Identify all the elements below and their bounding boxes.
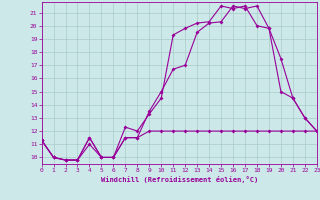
X-axis label: Windchill (Refroidissement éolien,°C): Windchill (Refroidissement éolien,°C) xyxy=(100,176,258,183)
